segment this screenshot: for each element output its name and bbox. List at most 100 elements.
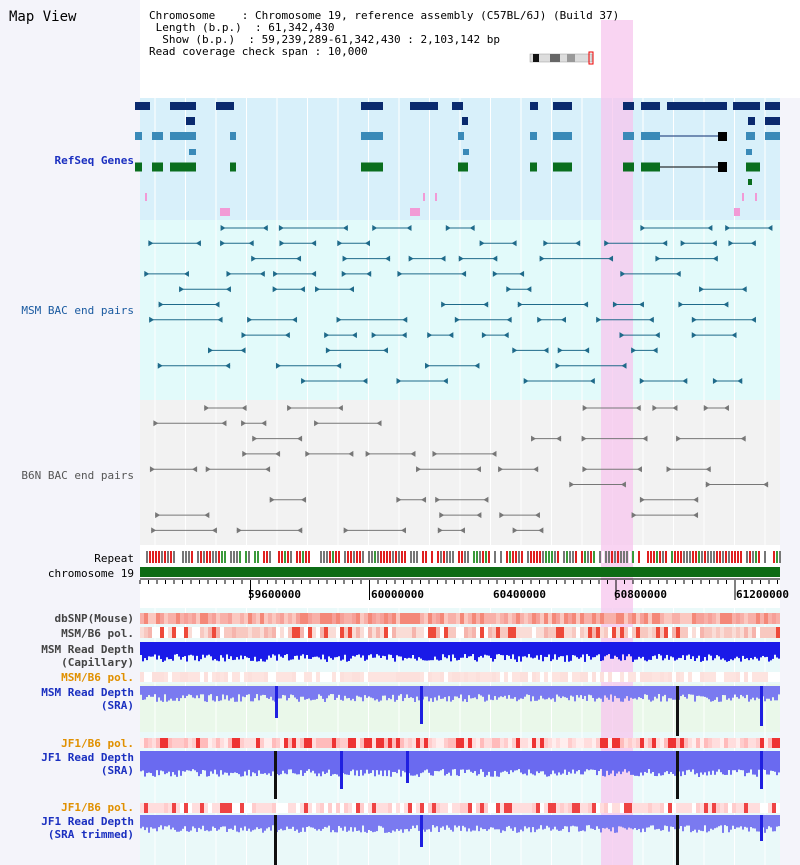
depth-bar <box>612 642 614 659</box>
heat-cell <box>384 803 388 813</box>
depth-bar <box>216 686 218 697</box>
heat-cell <box>424 803 428 813</box>
depth-bar <box>430 815 432 832</box>
track-label-jf1-depth-trimmed[interactable]: JF1 Read Depth (SRA trimmed) <box>41 815 134 841</box>
heat-cell <box>432 738 436 748</box>
depth-bar <box>620 751 622 775</box>
repeat-element <box>527 551 529 563</box>
heat-cell <box>492 803 496 813</box>
depth-bar <box>732 686 734 698</box>
depth-bar <box>654 642 656 656</box>
depth-bar <box>540 642 542 655</box>
heat-cell <box>220 627 224 638</box>
heat-cell <box>220 803 224 813</box>
bac-end-marker <box>639 378 645 384</box>
repeat-element <box>161 551 163 563</box>
repeat-element <box>476 551 478 563</box>
depth-bar <box>320 751 322 777</box>
depth-bar <box>496 815 498 830</box>
track-label-msm-bac[interactable]: MSM BAC end pairs <box>21 304 134 317</box>
track-label-b6n-bac[interactable]: B6N BAC end pairs <box>21 469 134 482</box>
bac-end-marker <box>583 301 589 308</box>
depth-bar <box>390 686 392 700</box>
depth-bar <box>536 815 538 830</box>
track-label-msm-depth-capillary[interactable]: MSM Read Depth (Capillary) <box>41 643 134 669</box>
heat-cell <box>308 672 312 682</box>
track-label-msm-depth-sra[interactable]: MSM Read Depth (SRA) <box>41 686 134 712</box>
track-label-jf1-b6-pol[interactable]: JF1/B6 pol. <box>61 737 134 750</box>
heat-cell <box>148 803 152 813</box>
heat-cell <box>404 672 408 682</box>
depth-bar <box>496 686 498 700</box>
bac-end-marker <box>252 435 258 442</box>
heat-cell <box>660 627 664 638</box>
depth-bar <box>440 815 442 828</box>
heat-cell <box>368 672 372 682</box>
heat-cell <box>416 627 420 638</box>
depth-bar <box>634 815 636 829</box>
heat-cell <box>528 613 532 624</box>
bac-end-marker <box>397 270 403 277</box>
heat-cell <box>228 613 232 624</box>
track-label-msm-b6-pol-sra[interactable]: MSM/B6 pol. <box>61 671 134 684</box>
heat-cell <box>600 803 604 813</box>
depth-bar <box>182 815 184 829</box>
heat-cell <box>208 613 212 624</box>
depth-bar <box>776 815 778 827</box>
heat-cell <box>356 803 360 813</box>
depth-bar <box>352 815 354 832</box>
heat-cell <box>776 627 780 638</box>
depth-bar <box>570 686 572 696</box>
heat-cell <box>616 803 620 813</box>
heat-cell <box>404 627 408 638</box>
heat-cell <box>336 803 340 813</box>
track-label-msm-b6-pol[interactable]: MSM/B6 pol. <box>61 627 134 640</box>
track-label-jf1-depth-sra[interactable]: JF1 Read Depth (SRA) <box>41 751 134 777</box>
depth-bar <box>286 642 288 655</box>
heat-cell <box>668 672 672 682</box>
heat-cell <box>448 613 452 624</box>
depth-bar <box>556 686 558 695</box>
depth-bar <box>392 642 394 659</box>
bac-end-marker <box>569 481 575 488</box>
heat-cell <box>336 672 340 682</box>
depth-bar <box>202 686 204 695</box>
heat-cell <box>256 627 260 638</box>
depth-bar <box>150 751 152 774</box>
depth-bar <box>704 686 706 697</box>
depth-bar <box>690 642 692 659</box>
heat-cell <box>672 672 676 682</box>
gene-feature <box>746 162 760 172</box>
depth-bar <box>292 642 294 660</box>
track-label-jf1-b6-pol-2[interactable]: JF1/B6 pol. <box>61 801 134 814</box>
track-label-dbsnp[interactable]: dbSNP(Mouse) <box>54 612 134 625</box>
depth-bar <box>476 751 478 776</box>
heat-cell <box>372 672 376 682</box>
depth-bar <box>234 642 236 660</box>
depth-bar <box>642 751 644 776</box>
heat-cell <box>160 738 164 748</box>
depth-bar <box>226 751 228 773</box>
heat-cell <box>212 627 216 638</box>
heat-cell <box>704 613 708 624</box>
depth-bar <box>770 642 772 661</box>
heat-cell <box>552 803 556 813</box>
depth-bar <box>530 751 532 774</box>
repeat-element <box>287 551 289 563</box>
track-label-repeat: Repeat <box>94 552 134 565</box>
depth-bar <box>604 751 606 777</box>
heat-cell <box>308 627 312 638</box>
track-label-refseq-genes[interactable]: RefSeq Genes <box>54 154 134 167</box>
depth-bar <box>320 686 322 696</box>
depth-bar <box>414 642 416 659</box>
depth-bar <box>280 642 282 657</box>
depth-bar <box>558 642 560 658</box>
depth-bar <box>234 686 236 702</box>
heat-cell <box>692 613 696 624</box>
heat-cell <box>196 613 200 624</box>
depth-bar <box>746 642 748 659</box>
depth-bar <box>236 751 238 773</box>
depth-bar <box>256 751 258 776</box>
depth-bar <box>432 642 434 661</box>
